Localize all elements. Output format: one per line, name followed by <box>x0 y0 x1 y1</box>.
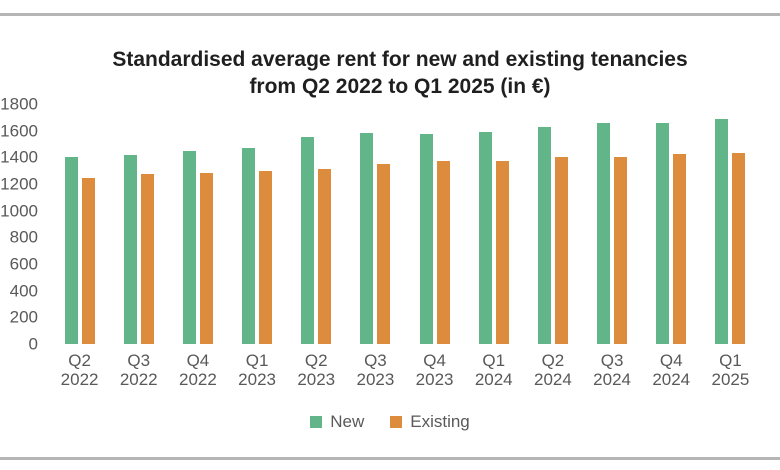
y-tick-label-1000: 1000 <box>0 201 38 221</box>
bar-existing-q2-2023 <box>318 168 332 344</box>
bar-existing-q1-2025 <box>732 152 746 344</box>
x-tick-label-q1-2024: Q1 2024 <box>464 351 523 389</box>
x-tick-line: Q3 <box>127 351 151 370</box>
x-tick-line: Q2 <box>541 351 565 370</box>
y-tick-label-1600: 1600 <box>0 121 38 141</box>
y-tick-label-600: 600 <box>9 254 38 274</box>
bar-existing-q4-2022 <box>199 173 213 344</box>
x-tick-line: 2024 <box>652 369 691 389</box>
bar-group-q3-2022 <box>109 104 168 344</box>
x-tick-line: Q2 <box>304 351 328 370</box>
x-tick-line: 2022 <box>60 369 99 389</box>
x-tick-line: Q3 <box>600 351 624 370</box>
x-tick-line: 2023 <box>356 369 395 389</box>
bar-existing-q3-2023 <box>377 164 391 344</box>
bar-new-q3-2024 <box>597 122 611 344</box>
bar-new-q4-2024 <box>656 122 670 344</box>
x-tick-label-q2-2023: Q2 2023 <box>287 351 346 389</box>
x-tick-line: Q4 <box>659 351 683 370</box>
bar-new-q1-2023 <box>242 148 256 344</box>
bar-group-q1-2024 <box>464 104 523 344</box>
x-tick-line: 2023 <box>297 369 336 389</box>
y-tick-label-800: 800 <box>9 227 38 247</box>
x-tick-label-q4-2024: Q4 2024 <box>642 351 701 389</box>
bar-new-q2-2022 <box>64 157 78 344</box>
bar-new-q4-2023 <box>419 134 433 344</box>
legend-label-existing: Existing <box>410 412 470 431</box>
legend-swatch-existing <box>390 416 403 428</box>
y-tick-label-1400: 1400 <box>0 147 38 167</box>
bar-group-q1-2023 <box>228 104 287 344</box>
bar-existing-q2-2022 <box>81 178 95 344</box>
x-tick-line: 2025 <box>711 369 750 389</box>
x-tick-line: 2024 <box>533 369 572 389</box>
x-tick-line: 2023 <box>415 369 454 389</box>
bar-new-q3-2022 <box>123 155 137 344</box>
bar-group-q3-2024 <box>583 104 642 344</box>
x-tick-line: 2023 <box>238 369 276 389</box>
bar-new-q4-2022 <box>182 150 196 344</box>
legend-item-new: New <box>310 412 364 432</box>
x-tick-line: Q4 <box>423 351 446 370</box>
x-tick-label-q1-2025: Q1 2025 <box>701 351 760 389</box>
bar-existing-q1-2023 <box>259 171 273 344</box>
bar-group-q2-2022 <box>50 104 109 344</box>
x-tick-line: 2022 <box>119 369 158 389</box>
bar-group-q3-2023 <box>346 104 405 344</box>
x-tick-line: Q2 <box>68 351 91 370</box>
bar-existing-q1-2024 <box>495 161 509 344</box>
x-tick-line: Q1 <box>482 351 506 370</box>
x-tick-label-q3-2024: Q3 2024 <box>583 351 642 389</box>
bar-group-q1-2025 <box>701 104 760 344</box>
chart-legend: New Existing <box>0 412 780 432</box>
x-tick-label-q1-2023: Q1 2023 <box>228 351 287 389</box>
bar-new-q3-2023 <box>360 133 374 344</box>
y-tick-label-200: 200 <box>9 307 38 327</box>
y-tick-label-0: 0 <box>28 334 38 354</box>
top-divider-rule <box>0 13 780 16</box>
legend-label-new: New <box>330 412 365 431</box>
x-tick-line: Q4 <box>186 351 210 370</box>
x-tick-label-q4-2023: Q4 2023 <box>405 351 464 389</box>
x-tick-label-q2-2022: Q2 2022 <box>50 351 109 389</box>
x-tick-label-q3-2022: Q3 2022 <box>109 351 168 389</box>
y-tick-label-1200: 1200 <box>0 174 38 194</box>
legend-item-existing: Existing <box>390 412 470 432</box>
x-tick-line: 2024 <box>593 369 631 389</box>
bar-new-q1-2024 <box>478 132 492 344</box>
bar-new-q2-2023 <box>301 136 315 344</box>
bar-new-q2-2024 <box>537 127 551 344</box>
x-tick-label-q2-2024: Q2 2024 <box>523 351 582 389</box>
chart-title: Standardised average rent for new and ex… <box>112 48 688 98</box>
bar-existing-q4-2023 <box>436 161 450 344</box>
bar-existing-q3-2022 <box>140 174 154 344</box>
x-tick-line: 2024 <box>474 369 513 389</box>
bar-group-q4-2024 <box>642 104 701 344</box>
bar-group-q2-2024 <box>523 104 582 344</box>
x-tick-label-q3-2023: Q3 2023 <box>346 351 405 389</box>
bar-group-q2-2023 <box>287 104 346 344</box>
bar-group-q4-2023 <box>405 104 464 344</box>
y-tick-label-400: 400 <box>9 281 38 301</box>
bottom-divider-rule <box>0 457 780 460</box>
x-tick-label-q4-2022: Q4 2022 <box>168 351 227 389</box>
bar-group-q4-2022 <box>168 104 227 344</box>
bar-existing-q2-2024 <box>554 157 568 344</box>
x-tick-line: Q1 <box>719 351 742 370</box>
bar-existing-q4-2024 <box>673 154 687 344</box>
bar-existing-q3-2024 <box>614 157 628 344</box>
x-tick-line: Q1 <box>245 351 269 370</box>
x-tick-line: Q3 <box>364 351 387 370</box>
y-tick-label-1800: 1800 <box>0 94 38 114</box>
x-tick-line: 2022 <box>178 369 217 389</box>
legend-swatch-new <box>310 416 323 428</box>
bar-new-q1-2025 <box>715 119 729 344</box>
